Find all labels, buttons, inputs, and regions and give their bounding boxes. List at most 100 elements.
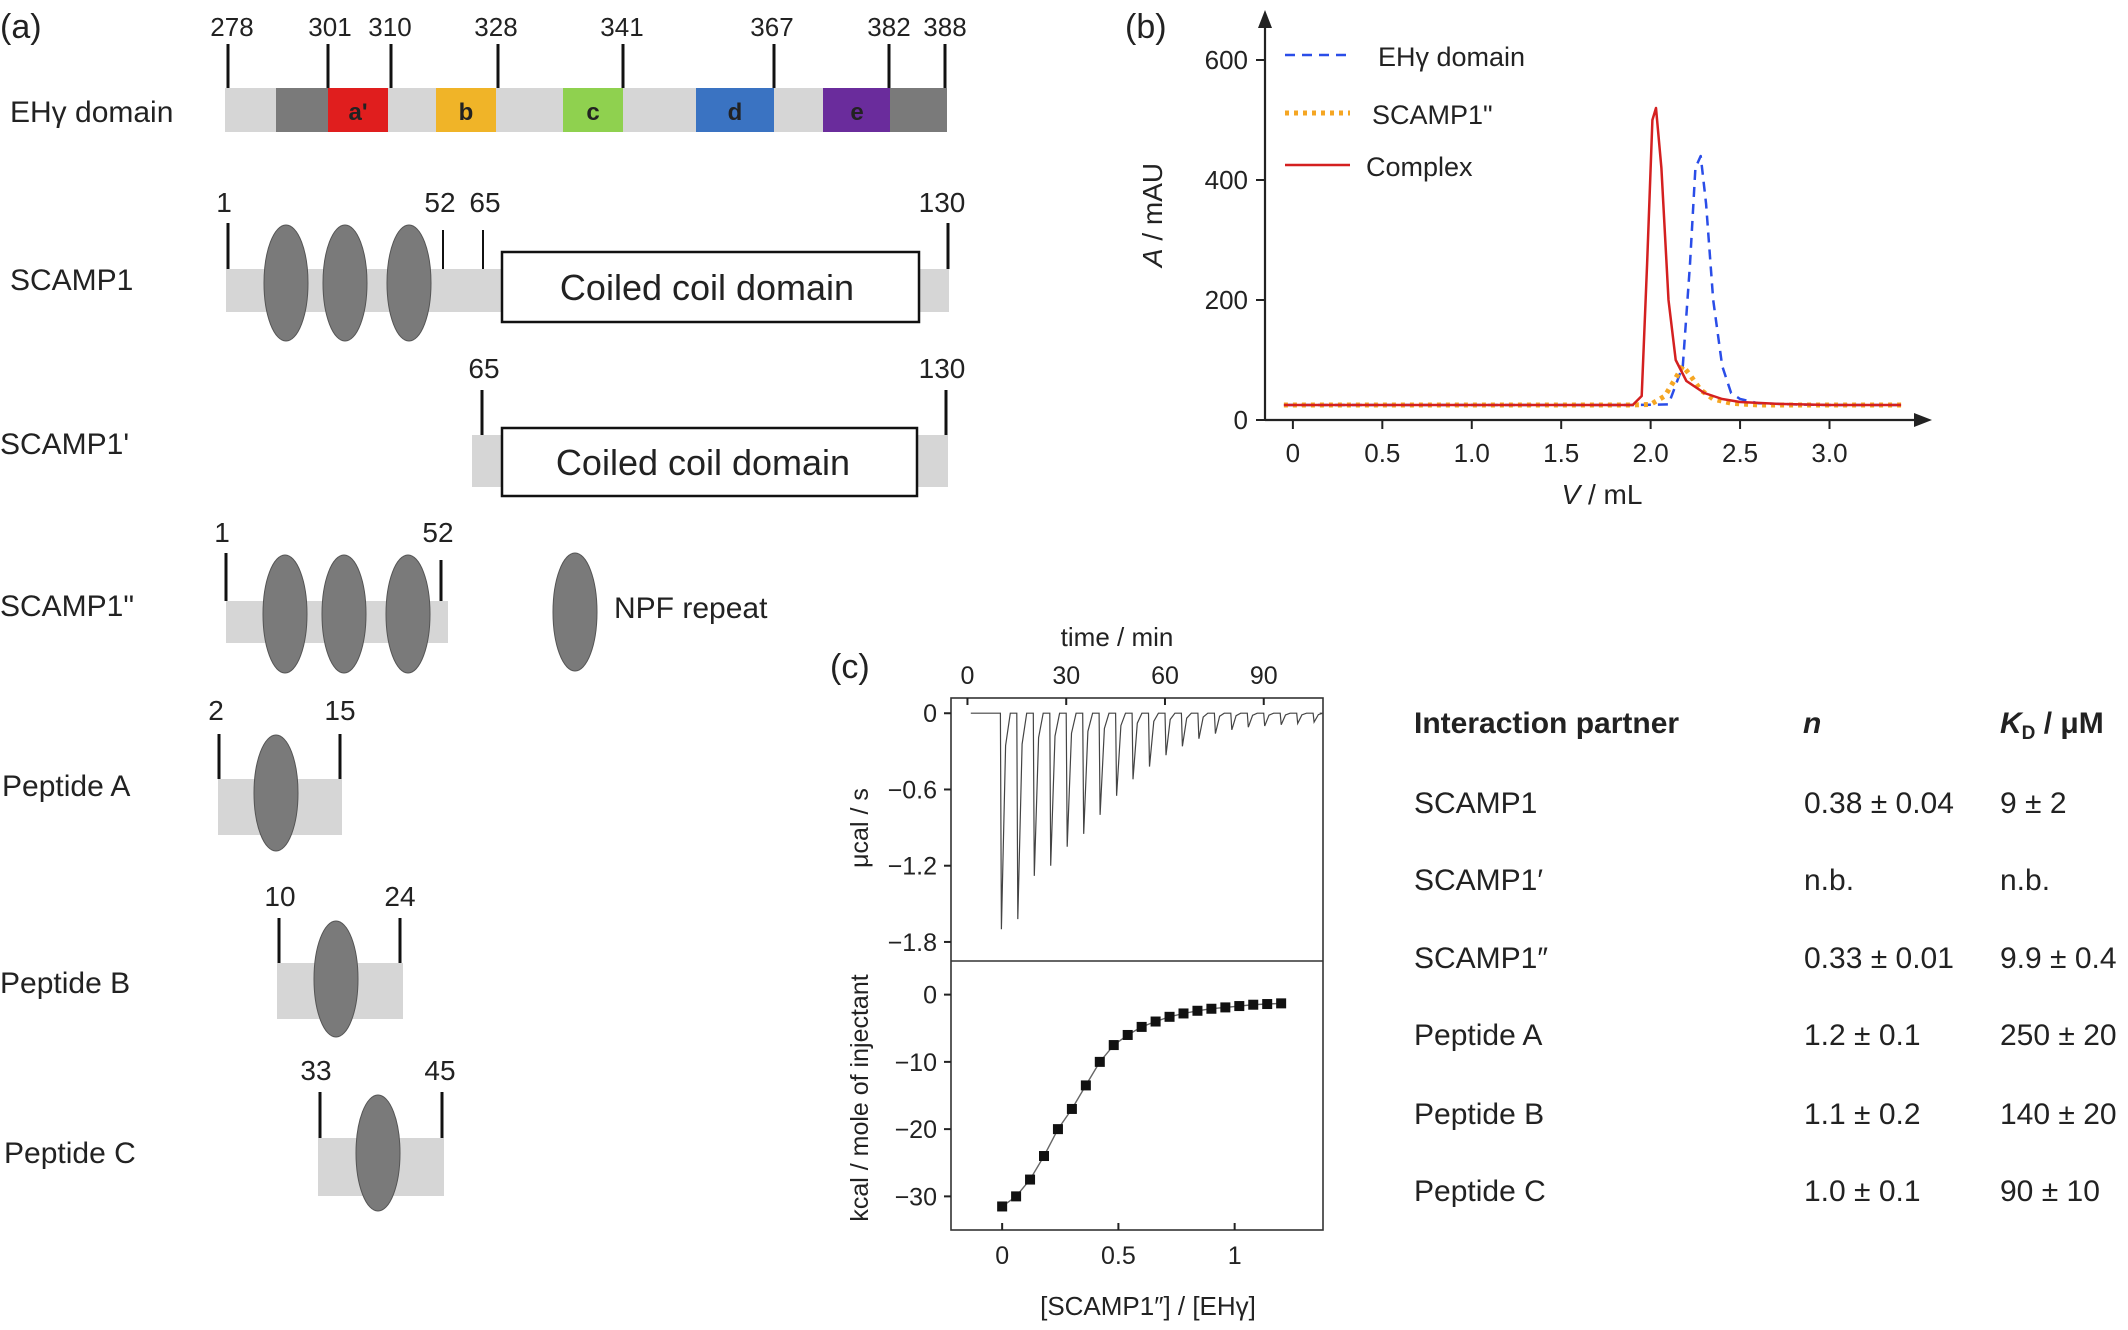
chart-c-bottom-y-tick-label: 0 xyxy=(923,982,937,1010)
chart-b-x-tick-label: 0.5 xyxy=(1364,438,1400,468)
chart-c-bottom-y-tick-label: −30 xyxy=(895,1183,937,1211)
chart-b-y-tick-label: 200 xyxy=(1205,285,1248,315)
npf-repeat-ellipse xyxy=(322,224,368,342)
chart-c-top-x-tick-label: 30 xyxy=(1052,662,1080,690)
chart-b-x-tick-label: 1.0 xyxy=(1454,438,1490,468)
eh-tick-301: 301 xyxy=(308,12,351,42)
coiled-coil-label: Coiled coil domain xyxy=(556,442,850,483)
chart-c-bottom-x-label: [SCAMP1″] / [EHγ] xyxy=(1040,1291,1256,1321)
chart-b-x-tick-label: 1.5 xyxy=(1543,438,1579,468)
table-cell-n: 1.2 ± 0.1 xyxy=(1804,1019,1921,1052)
chart-c-top-y-label: μcal / s xyxy=(846,788,874,868)
chart-b-y-tick-label: 0 xyxy=(1234,405,1248,435)
construct-scamp1-double-prime: SCAMP1" 1 52 NPF repeat xyxy=(0,517,768,674)
chart-c-top-x-tick-label: 90 xyxy=(1250,662,1278,690)
npf-repeat-ellipse xyxy=(253,734,299,852)
npf-repeat-legend-label: NPF repeat xyxy=(614,592,768,625)
chart-c-data-point xyxy=(1011,1191,1022,1202)
chart-b-x-tick-label: 3.0 xyxy=(1811,438,1847,468)
construct-scamp1: SCAMP1 Coiled coil domain 1 52 65 130 xyxy=(10,187,965,342)
chart-c-data-point xyxy=(1220,1002,1231,1013)
table-cell-kd: 140 ± 20 xyxy=(2000,1098,2117,1131)
eh-domain-diagram: EHγ domain a' b c d e 278 301 310 328 34… xyxy=(10,12,967,132)
npf-repeat-ellipse xyxy=(313,920,359,1038)
chart-c-data-point xyxy=(1192,1005,1203,1016)
construct-end-label: 52 xyxy=(422,517,453,548)
eh-tick-278: 278 xyxy=(210,12,253,42)
chart-b-x-label-unit: / mL xyxy=(1580,479,1642,510)
chart-c-data-point xyxy=(1248,999,1259,1010)
eh-domain-dark-left xyxy=(276,88,328,132)
chart-b-x-tick-label: 2.0 xyxy=(1633,438,1669,468)
table-header-n: n xyxy=(1803,707,1821,740)
chart-b-series-line-1 xyxy=(1283,363,1902,408)
eh-tick-341: 341 xyxy=(600,12,643,42)
eh-tick-lines xyxy=(226,44,947,88)
coiled-coil-box xyxy=(500,426,919,498)
construct-name: Peptide C xyxy=(4,1137,136,1170)
construct-end-label: 130 xyxy=(919,353,966,384)
eh-domain-name: EHγ domain xyxy=(10,96,173,129)
chart-b-y-label-var: A xyxy=(1137,248,1168,269)
coiled-coil-box xyxy=(500,250,921,324)
table-cell-partner: SCAMP1′ xyxy=(1414,864,1543,897)
chart-c-bottom-y-tick-label: −20 xyxy=(895,1116,937,1144)
chart-b-x-label: V / mL xyxy=(1562,479,1643,510)
construct-end-label: 45 xyxy=(424,1055,455,1086)
construct-scamp1-prime: SCAMP1' Coiled coil domain 65 130 xyxy=(0,353,966,498)
chart-c-data-point xyxy=(1164,1011,1175,1022)
construct-end-label: 24 xyxy=(384,881,415,912)
eh-segment-d xyxy=(696,88,774,132)
table-cell-partner: SCAMP1″ xyxy=(1414,942,1548,975)
chart-b: 0 0.5 1.0 1.5 2.0 2.5 3.0 0 200 400 600 V / mL A … xyxy=(1137,10,1932,510)
construct-start-label: 65 xyxy=(468,353,499,384)
eh-segment-c xyxy=(563,88,623,132)
eh-domain-dark-right xyxy=(890,88,947,132)
chart-b-series-line-0 xyxy=(1283,154,1902,407)
eh-segment-label-e: e xyxy=(850,99,863,126)
chart-b-series-line-2 xyxy=(1283,106,1902,407)
table-header-kd-unit: / μM xyxy=(2035,707,2103,740)
chart-c-data-point xyxy=(1066,1103,1077,1114)
eh-tick-310: 310 xyxy=(368,12,411,42)
construct-name: SCAMP1' xyxy=(0,428,129,461)
npf-repeat-ellipse xyxy=(321,554,367,674)
npf-repeat-ellipse xyxy=(385,554,431,674)
chart-c-bottom-x-tick-label: 0 xyxy=(995,1242,1009,1270)
legend-label-complex: Complex xyxy=(1366,152,1473,182)
chart-b-y-label: A / mAU xyxy=(1137,163,1168,269)
chart-c-top-y-tick-label: −1.2 xyxy=(888,853,937,881)
construct-peptide-c: Peptide C 33 45 xyxy=(4,1055,456,1212)
legend-label-scamp1: SCAMP1" xyxy=(1372,100,1493,130)
eh-segment-label-d: d xyxy=(728,99,743,126)
chart-b-y-arrow xyxy=(1258,10,1272,28)
legend-label-eh: EHγ domain xyxy=(1378,42,1525,72)
chart-b-x-tick-label: 2.5 xyxy=(1722,438,1758,468)
chart-c-frame xyxy=(950,697,1324,1231)
construct-start-label: 1 xyxy=(214,517,230,548)
table-cell-n: n.b. xyxy=(1804,864,1854,897)
table-cell-partner: Peptide C xyxy=(1414,1175,1546,1208)
table-header-kd: KD / μM xyxy=(2000,707,2104,744)
panel-a-label: (a) xyxy=(0,8,42,46)
chart-c-bottom-x-tick-label: 0.5 xyxy=(1101,1242,1136,1270)
table-header-partner: Interaction partner xyxy=(1414,707,1679,740)
eh-tick-328: 328 xyxy=(474,12,517,42)
construct-name: Peptide A xyxy=(2,770,130,803)
eh-tick-388: 388 xyxy=(923,12,966,42)
construct-start-label: 10 xyxy=(264,881,295,912)
construct-name: SCAMP1 xyxy=(10,264,133,297)
npf-repeat-ellipse xyxy=(355,1094,401,1212)
panel-b-label: (b) xyxy=(1125,8,1167,46)
chart-c-top-y-tick-label: −0.6 xyxy=(888,776,937,804)
coiled-coil-label: Coiled coil domain xyxy=(560,267,854,308)
chart-c-top-x-label: time / min xyxy=(1061,622,1174,652)
chart-c-data-point xyxy=(1262,999,1273,1010)
npf-repeat-legend-icon xyxy=(552,552,598,672)
eh-segment-b xyxy=(436,88,496,132)
chart-c-data-point xyxy=(1178,1008,1189,1019)
chart-c-data-point xyxy=(1234,1001,1245,1012)
construct-start-label: 33 xyxy=(300,1055,331,1086)
construct-end-label: 15 xyxy=(324,695,355,726)
chart-c-data-point xyxy=(1025,1174,1036,1185)
